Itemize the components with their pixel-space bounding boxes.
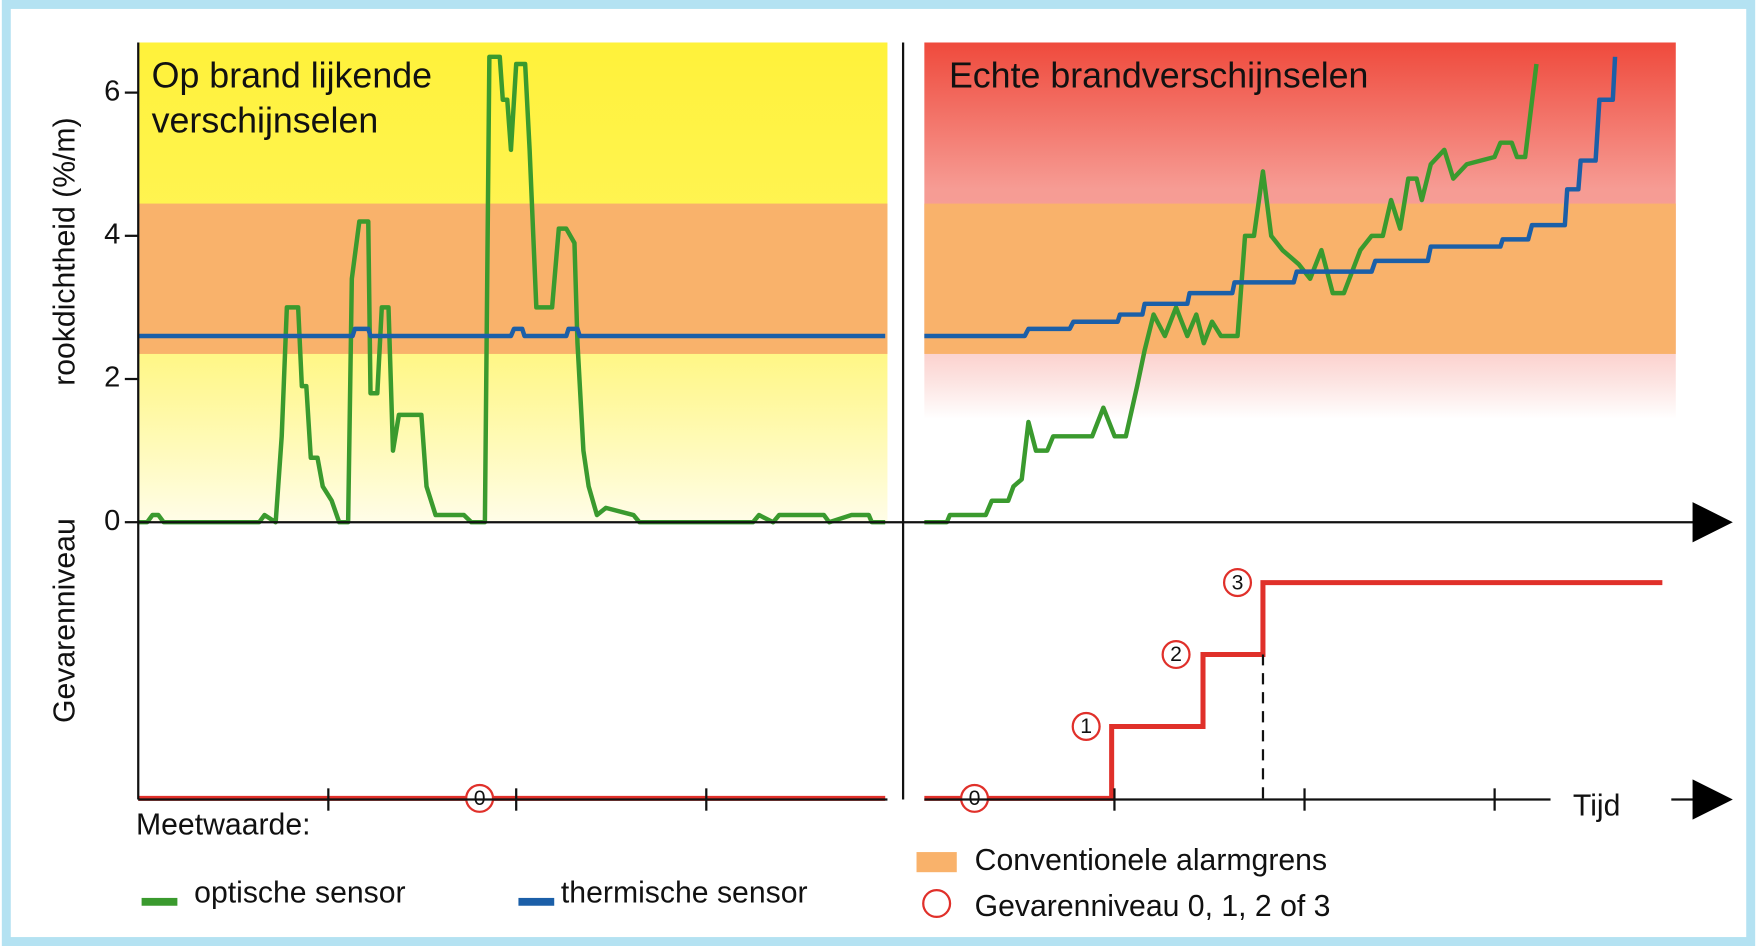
panel-title: Op brand lijkende [152,56,432,96]
sensor-line [138,54,886,525]
level-axis-label: Gevarenniveau [49,518,82,723]
danger-level-line [924,580,1663,801]
level-marker-label: 1 [1080,714,1092,738]
x-axis-label: Tijd [1573,789,1621,822]
x-axis-arrow [1692,502,1733,543]
panel-title: verschijnselen [152,100,379,140]
legend-level-swatch [922,888,952,919]
y-tick-label: 6 [104,75,120,107]
legend-swatch [518,897,555,906]
legend-swatch [141,897,178,906]
y-tick-label: 0 [104,505,120,537]
y-axis-label: rookdichtheid (%/m) [49,117,82,385]
sensor-line [138,326,886,339]
plot: 0 0 1 2 3 [138,54,1663,813]
legend-label: thermische sensor [561,877,808,910]
legend-label: optische sensor [194,877,405,910]
legend-alarm-label: Conventionele alarmgrens [975,844,1327,877]
level-marker [1161,639,1191,670]
panel-title: Echte brandverschijnselen [949,56,1368,96]
y-tick-label: 2 [104,362,120,394]
sensor-line [924,63,1539,525]
y-tick-label: 4 [104,218,120,250]
time-axis-arrow [1692,779,1733,820]
sensor-line [924,56,1618,339]
legend-title: Meetwaarde: [136,808,311,841]
level-marker [1071,711,1101,741]
legend-alarm-swatch [916,852,957,873]
level-marker-label: 2 [1170,642,1182,666]
level-marker-label: 0 [969,786,981,810]
level-marker [1222,568,1253,598]
level-marker-label: 3 [1232,570,1244,594]
legend-level-label: Gevarenniveau 0, 1, 2 of 3 [975,890,1331,923]
level-marker-label: 0 [474,786,486,810]
